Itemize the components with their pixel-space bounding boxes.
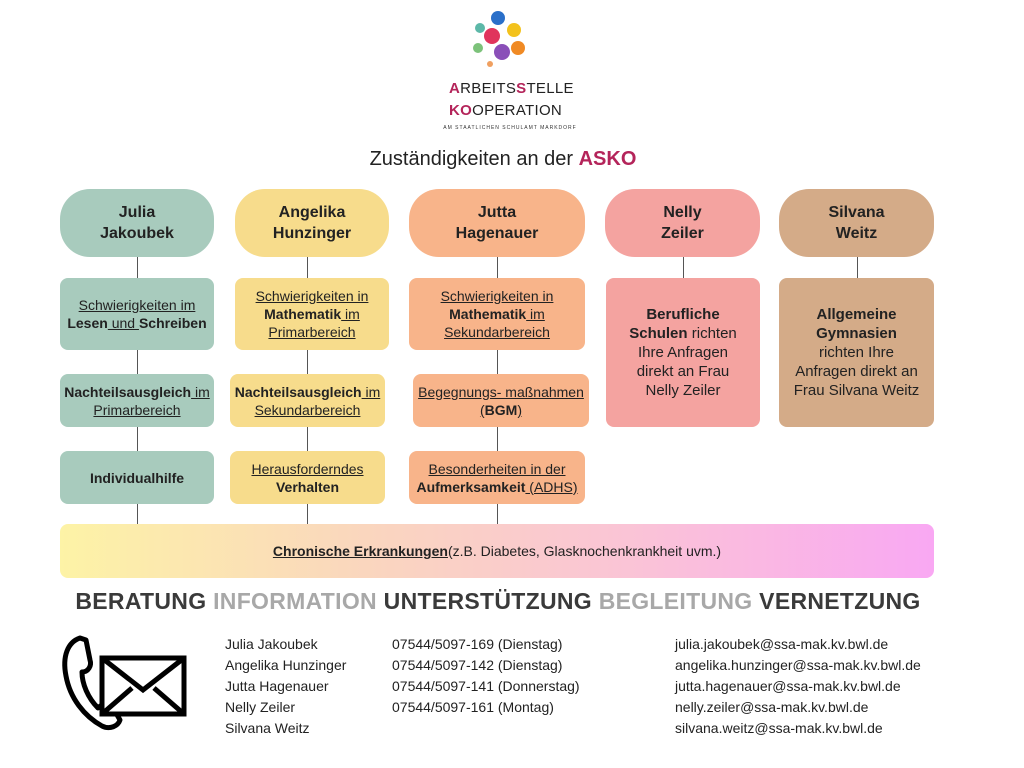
topic-text-part: Lesen bbox=[67, 315, 108, 331]
person-header: Angelika Hunzinger bbox=[235, 189, 389, 257]
topic-box: Berufliche Schulen richten Ihre Anfragen… bbox=[606, 278, 760, 427]
topic-text-part: im Sekundarbereich bbox=[254, 383, 381, 418]
contact-emails: julia.jakoubek@ssa-mak.kv.bwl.de angelika… bbox=[675, 634, 921, 739]
topic-text-part: Schwierigkeiten in bbox=[255, 288, 369, 304]
contact-email[interactable]: silvana.weitz@ssa-mak.kv.bwl.de bbox=[675, 720, 883, 736]
topic-box: Nachteilsausgleich im Sekundarbereich bbox=[230, 374, 385, 427]
chronic-illness-bar: Chronische Erkrankungen (z.B. Diabetes, … bbox=[60, 524, 934, 578]
topic-text-part: Allgemeine Gymnasien bbox=[816, 306, 897, 342]
person-header: Nelly Zeiler bbox=[605, 189, 760, 257]
topic-text-part: (ADHS) bbox=[525, 478, 578, 495]
logo-line-2: KOOPERATION bbox=[449, 102, 563, 119]
topic-text-part: Schwierigkeiten in bbox=[440, 288, 554, 304]
topic-text-part: Berufliche Schulen bbox=[629, 306, 720, 342]
topic-text: Herausforderndes Verhalten bbox=[234, 460, 381, 496]
topic-text-part: Schwierigkeiten im bbox=[78, 297, 196, 313]
topic-box: Allgemeine Gymnasien richten Ihre Anfrag… bbox=[779, 278, 934, 427]
topic-text: Schwierigkeiten im Lesen und Schreiben bbox=[64, 296, 210, 332]
page-title: Zuständigkeiten an der ASKO bbox=[369, 148, 637, 170]
contact-names: Julia Jakoubek Angelika Hunzinger Jutta Ha… bbox=[225, 634, 346, 739]
topic-text: Individualhilfe bbox=[90, 469, 184, 487]
contact-email[interactable]: angelika.hunzinger@ssa-mak.kv.bwl.de bbox=[675, 657, 921, 673]
topic-text-part: Nachteilsausgleich bbox=[234, 383, 362, 400]
topic-text: Schwierigkeiten in Mathematik im Primarb… bbox=[239, 287, 385, 341]
contact-phone: 07544/5097-169 (Dienstag) bbox=[392, 636, 563, 652]
topic-text: Nachteilsausgleich im Primarbereich bbox=[64, 383, 210, 419]
contact-name: Silvana Weitz bbox=[225, 720, 310, 736]
topic-text-part: im Sekundarbereich bbox=[444, 306, 550, 340]
topic-box: Besonderheiten in der Aufmerksamkeit (AD… bbox=[409, 451, 585, 504]
contact-name: Angelika Hunzinger bbox=[225, 657, 347, 673]
topic-text-part: Besonderheiten in der bbox=[428, 460, 566, 477]
topic-text: Begegnungs- maßnahmen (BGM) bbox=[417, 383, 585, 419]
topic-text-part: Nachteilsausgleich bbox=[64, 383, 192, 400]
contact-phone: 07544/5097-142 (Dienstag) bbox=[392, 657, 563, 673]
topic-box: Schwierigkeiten im Lesen und Schreiben bbox=[60, 278, 214, 350]
person-header: Julia Jakoubek bbox=[60, 189, 214, 257]
contact-phones: 07544/5097-169 (Dienstag) 07544/5097-142 … bbox=[392, 634, 580, 718]
topic-text-part: Begegnungs- maßnahmen ( bbox=[418, 383, 584, 418]
topic-box: Nachteilsausgleich im Primarbereich bbox=[60, 374, 214, 427]
topic-box: Individualhilfe bbox=[60, 451, 214, 504]
contact-email[interactable]: julia.jakoubek@ssa-mak.kv.bwl.de bbox=[675, 636, 889, 652]
contact-name: Julia Jakoubek bbox=[225, 636, 318, 652]
tagline: BERATUNG INFORMATION UNTERSTÜTZUNG BEGLE… bbox=[75, 588, 921, 614]
contact-email[interactable]: nelly.zeiler@ssa-mak.kv.bwl.de bbox=[675, 699, 869, 715]
topic-text-part: richten Ihre Anfragen direkt an Frau Nel… bbox=[636, 325, 737, 399]
topic-box: Schwierigkeiten in Mathematik im Sekunda… bbox=[409, 278, 585, 350]
topic-text-part: Herausforderndes bbox=[251, 460, 364, 477]
topic-text-part: BGM bbox=[484, 401, 518, 418]
topic-box: Herausforderndes Verhalten bbox=[230, 451, 385, 504]
topic-text: Allgemeine Gymnasien richten Ihre Anfrag… bbox=[793, 305, 920, 400]
topic-text-part: Aufmerksamkeit bbox=[416, 478, 526, 495]
topic-text: Berufliche Schulen richten Ihre Anfragen… bbox=[620, 305, 746, 400]
topic-text-part: und bbox=[107, 315, 139, 331]
logo-subline: AM STAATLICHEN SCHULAMT MARKDORF bbox=[443, 125, 577, 131]
topic-text-part: im Primarbereich bbox=[268, 306, 360, 340]
person-header: Jutta Hagenauer bbox=[409, 189, 585, 257]
topic-text-part: richten Ihre Anfragen direkt an Frau Sil… bbox=[793, 344, 920, 399]
contact-phone: 07544/5097-141 (Donnerstag) bbox=[392, 678, 580, 694]
contact-name: Nelly Zeiler bbox=[225, 699, 296, 715]
topic-text-part: Verhalten bbox=[275, 478, 340, 495]
topic-text: Schwierigkeiten in Mathematik im Sekunda… bbox=[413, 287, 581, 341]
topic-box: Schwierigkeiten in Mathematik im Primarb… bbox=[235, 278, 389, 350]
topic-text-part: ) bbox=[517, 401, 522, 418]
phone-envelope-icon bbox=[62, 635, 187, 731]
topic-text-part: im Primarbereich bbox=[93, 383, 210, 418]
person-header: Silvana Weitz bbox=[779, 189, 934, 257]
topic-text-part: Individualhilfe bbox=[89, 469, 185, 486]
logo-line-1: ARBEITSSTELLE bbox=[449, 80, 574, 97]
topic-text-part: Schreiben bbox=[138, 315, 207, 331]
hands-logo-icon bbox=[473, 11, 525, 67]
topic-text: Besonderheiten in der Aufmerksamkeit (AD… bbox=[413, 460, 581, 496]
contact-name: Jutta Hagenauer bbox=[225, 678, 329, 694]
topic-text-part: Mathematik bbox=[264, 306, 342, 322]
contact-phone: 07544/5097-161 (Montag) bbox=[392, 699, 554, 715]
topic-box: Begegnungs- maßnahmen (BGM) bbox=[413, 374, 589, 427]
contact-email[interactable]: jutta.hagenauer@ssa-mak.kv.bwl.de bbox=[675, 678, 901, 694]
connector-line bbox=[857, 257, 858, 278]
topic-text-part: Mathematik bbox=[449, 306, 527, 322]
connector-line bbox=[683, 257, 684, 278]
topic-text: Nachteilsausgleich im Sekundarbereich bbox=[234, 383, 381, 419]
